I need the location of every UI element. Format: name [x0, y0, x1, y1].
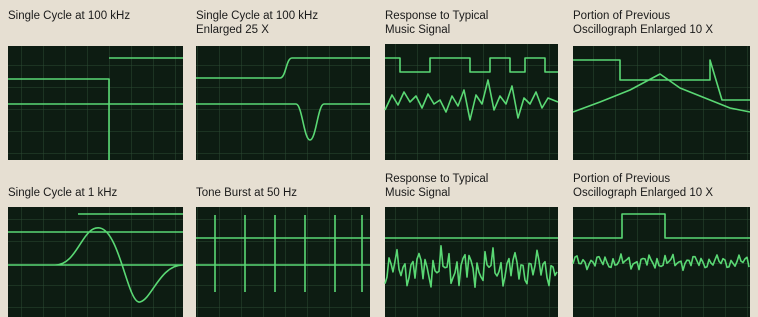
caption-line: Single Cycle at 100 kHz [196, 10, 318, 22]
caption-line: Response to Typical [385, 173, 488, 185]
caption-line: Single Cycle at 100 kHz [8, 10, 130, 22]
caption-line: Enlarged 25 X [196, 24, 269, 36]
screen-7 [385, 207, 558, 317]
caption-line: Portion of Previous [573, 10, 670, 22]
screen-2 [196, 46, 370, 160]
caption-line: Oscillograph Enlarged 10 X [573, 187, 713, 199]
caption-line: Oscillograph Enlarged 10 X [573, 24, 713, 36]
caption-line: Tone Burst at 50 Hz [196, 187, 297, 199]
caption-line: Music Signal [385, 187, 450, 199]
caption-line: Response to Typical [385, 10, 488, 22]
caption-line: Portion of Previous [573, 173, 670, 185]
screen-1 [8, 46, 183, 160]
screen-8 [573, 207, 750, 317]
oscillograph-page: Single Cycle at 100 kHz Single Cycle at 1… [0, 0, 758, 317]
screen-5 [8, 207, 183, 317]
screen-6 [196, 207, 370, 317]
screen-3 [385, 44, 558, 160]
caption-line: Music Signal [385, 24, 450, 36]
caption-line: Single Cycle at 1 kHz [8, 187, 118, 199]
screen-4 [573, 46, 750, 160]
